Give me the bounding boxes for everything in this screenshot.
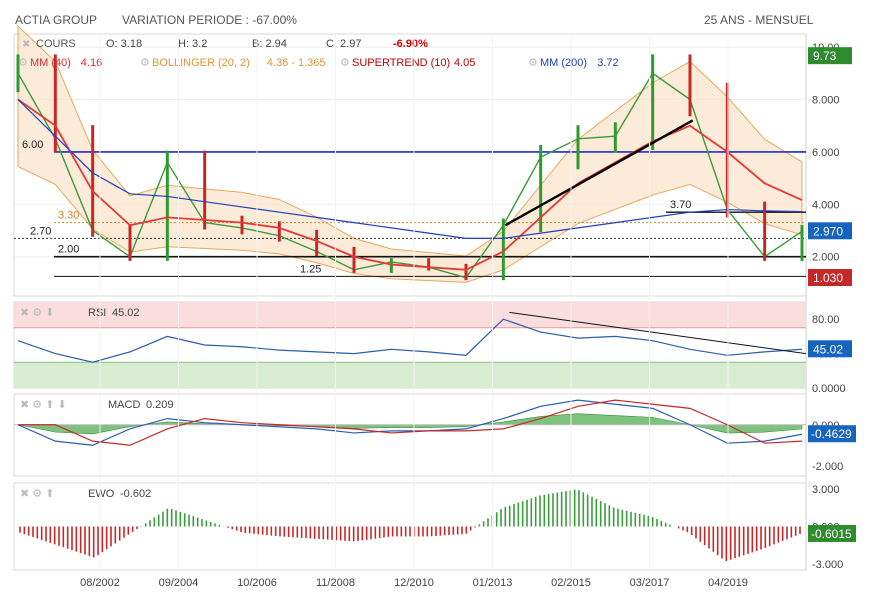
badge-high-text: 9.73	[813, 49, 837, 63]
cours-label: COURS	[36, 38, 76, 50]
open-value: O: 3.18	[106, 38, 142, 50]
macd-badge-text: -0.4629	[811, 427, 852, 441]
x-axis-label: 09/2004	[159, 577, 199, 589]
level-label: 2.00	[58, 244, 79, 256]
rsi-oversold-zone	[14, 362, 806, 388]
x-axis-label: 11/2008	[316, 577, 355, 589]
x-axis-label: 01/2013	[473, 577, 513, 589]
macd-panel	[13, 393, 807, 477]
change-percent: -6.90%	[393, 38, 428, 50]
x-axis-label: 12/2010	[394, 577, 434, 589]
ewo-badge-text: -0.6015	[811, 527, 852, 541]
indicator-label: MM (40)	[30, 57, 71, 69]
price-y-tick: 2.000	[812, 252, 840, 264]
rsi-y-tick: 0.0000	[812, 383, 846, 395]
rsi-y-tick: 80.00	[812, 314, 840, 326]
indicator-value: 4.05	[454, 57, 475, 69]
macd-label: MACD	[108, 399, 140, 411]
indicator-value: 4.36 - 1.365	[267, 57, 326, 69]
rsi-badge-text: 45.02	[813, 342, 843, 356]
close-value: C: 2.97	[326, 38, 361, 50]
low-value: B: 2.94	[252, 38, 287, 50]
indicator-value: 3.72	[597, 57, 618, 69]
price-line	[17, 72, 803, 279]
level-label: 2.70	[30, 225, 51, 237]
indicator-gear-icon[interactable]: ⚙	[18, 57, 28, 69]
variation-periode: VARIATION PERIODE : -67.00%	[122, 13, 297, 27]
settings-icon[interactable]: ✖	[22, 39, 30, 50]
indicator-label: MM (200)	[540, 57, 587, 69]
ewo-y-tick: -3.000	[812, 559, 843, 571]
price-y-tick: 4.000	[812, 199, 840, 211]
price-y-tick: 8.000	[812, 95, 840, 107]
rsi-overbought-zone	[14, 302, 806, 328]
rsi-trendline	[509, 311, 807, 355]
indicator-label: BOLLINGER (20, 2)	[152, 57, 250, 69]
level-label: 6.00	[22, 139, 43, 151]
macd-controls-icon[interactable]: ✖ ⚙ ⬆ ⬇	[20, 399, 67, 411]
indicator-gear-icon[interactable]: ⚙	[528, 57, 538, 69]
period-selector[interactable]: 25 ANS - MENSUEL	[704, 13, 814, 27]
badge-high	[808, 47, 852, 65]
macd-signal-line	[18, 399, 803, 446]
high-value: H: 3.2	[178, 38, 207, 50]
macd-line	[17, 399, 803, 446]
rsi-controls-icon[interactable]: ✖ ⚙ ⬇	[20, 307, 54, 319]
mm200-line	[17, 99, 803, 239]
rsi-label: RSI	[88, 307, 106, 319]
ewo-controls-icon[interactable]: ✖ ⚙ ⬆	[20, 488, 54, 500]
x-axis-label: 03/2017	[630, 577, 670, 589]
rsi-line	[17, 318, 803, 363]
badge-low	[808, 269, 852, 286]
badge-last	[808, 222, 852, 240]
ewo-label: EWO	[88, 488, 115, 500]
badge-last-text: 2.970	[813, 224, 843, 238]
ewo-value: -0.602	[120, 488, 151, 500]
level-label: 3.30	[58, 210, 79, 222]
ewo-y-tick: 3.000	[812, 484, 840, 496]
level-label: 1.25	[300, 263, 321, 275]
macd-value: 0.209	[146, 399, 174, 411]
instrument-name: ACTIA GROUP	[15, 13, 98, 27]
x-axis-label: 08/2002	[80, 577, 120, 589]
rsi-badge	[808, 340, 852, 358]
price-y-tick: 6.000	[812, 147, 840, 159]
indicator-value: 4.16	[81, 57, 102, 69]
macd-histogram	[17, 413, 803, 435]
macd-badge	[808, 425, 856, 443]
indicator-label: SUPERTREND (10)	[352, 57, 450, 69]
chart-header: ACTIA GROUP VARIATION PERIODE : -67.00% …	[0, 0, 875, 34]
indicator-gear-icon[interactable]: ⚙	[340, 57, 350, 69]
x-axis-label: 04/2019	[708, 577, 748, 589]
level-label: 3.70	[670, 199, 691, 211]
ewo-badge	[808, 524, 856, 542]
trendline-up	[504, 119, 694, 227]
macd-y-tick: -2.000	[812, 461, 843, 473]
x-axis-label: 10/2006	[237, 577, 277, 589]
rsi-value: 45.02	[112, 307, 140, 319]
indicator-gear-icon[interactable]: ⚙	[140, 57, 150, 69]
x-axis-label: 02/2015	[551, 577, 591, 589]
badge-low-text: 1.030	[813, 271, 843, 285]
